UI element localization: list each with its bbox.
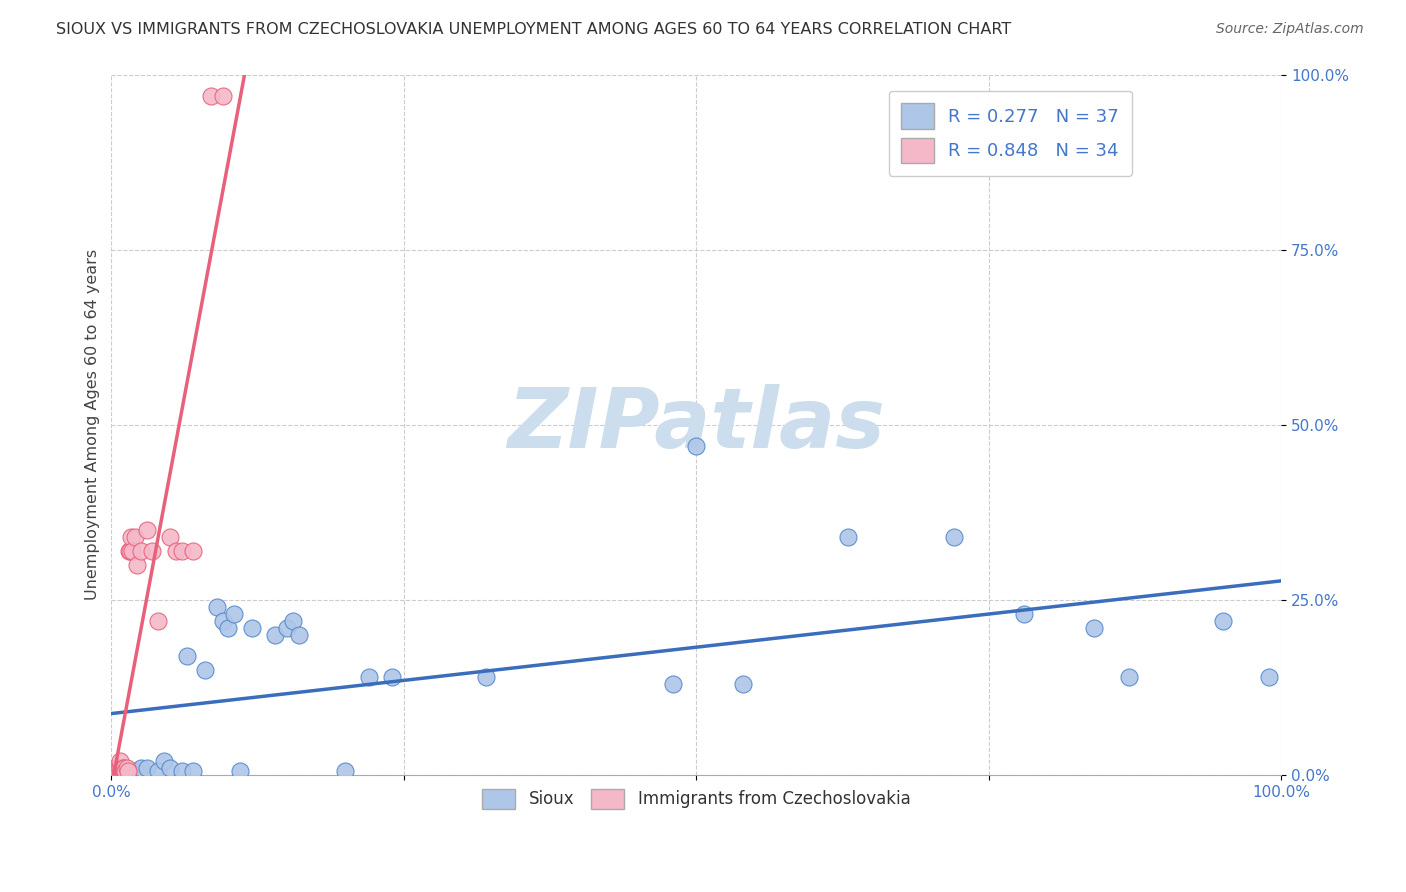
- Point: [118, 764, 141, 779]
- Point: [118, 543, 141, 558]
- Point: [159, 530, 181, 544]
- Point: [129, 761, 152, 775]
- Point: [240, 621, 263, 635]
- Point: [181, 764, 204, 779]
- Point: [264, 628, 287, 642]
- Point: [107, 761, 129, 775]
- Point: [217, 621, 239, 635]
- Point: [837, 530, 859, 544]
- Point: [124, 530, 146, 544]
- Point: [148, 764, 170, 779]
- Point: [121, 543, 143, 558]
- Point: [1258, 670, 1281, 684]
- Point: [942, 530, 965, 544]
- Point: [165, 543, 187, 558]
- Point: [114, 764, 136, 779]
- Point: [111, 764, 134, 779]
- Point: [1083, 621, 1105, 635]
- Point: [1012, 607, 1035, 621]
- Point: [287, 628, 309, 642]
- Point: [1212, 614, 1234, 628]
- Text: SIOUX VS IMMIGRANTS FROM CZECHOSLOVAKIA UNEMPLOYMENT AMONG AGES 60 TO 64 YEARS C: SIOUX VS IMMIGRANTS FROM CZECHOSLOVAKIA …: [56, 22, 1011, 37]
- Point: [105, 761, 128, 775]
- Point: [1118, 670, 1140, 684]
- Point: [474, 670, 496, 684]
- Point: [103, 764, 125, 779]
- Text: Source: ZipAtlas.com: Source: ZipAtlas.com: [1216, 22, 1364, 37]
- Point: [159, 761, 181, 775]
- Point: [211, 614, 233, 628]
- Point: [224, 607, 246, 621]
- Point: [194, 663, 217, 677]
- Point: [200, 88, 222, 103]
- Point: [170, 543, 193, 558]
- Point: [117, 764, 139, 779]
- Point: [211, 88, 233, 103]
- Point: [112, 761, 135, 775]
- Point: [108, 764, 131, 779]
- Point: [120, 530, 142, 544]
- Point: [115, 761, 138, 775]
- Point: [127, 558, 149, 572]
- Y-axis label: Unemployment Among Ages 60 to 64 years: Unemployment Among Ages 60 to 64 years: [86, 249, 100, 600]
- Point: [129, 543, 152, 558]
- Point: [104, 761, 127, 775]
- Point: [335, 764, 357, 779]
- Point: [124, 764, 146, 779]
- Point: [153, 754, 176, 768]
- Point: [148, 614, 170, 628]
- Point: [731, 677, 754, 691]
- Point: [112, 764, 135, 779]
- Point: [281, 614, 304, 628]
- Point: [112, 761, 135, 775]
- Point: [662, 677, 685, 691]
- Point: [381, 670, 404, 684]
- Point: [108, 754, 131, 768]
- Text: ZIPatlas: ZIPatlas: [508, 384, 886, 465]
- Point: [357, 670, 380, 684]
- Point: [112, 764, 135, 779]
- Point: [141, 543, 163, 558]
- Point: [229, 764, 252, 779]
- Point: [120, 543, 142, 558]
- Point: [135, 761, 157, 775]
- Point: [112, 761, 135, 775]
- Point: [105, 764, 128, 779]
- Point: [205, 599, 228, 614]
- Point: [181, 543, 204, 558]
- Point: [108, 761, 131, 775]
- Point: [276, 621, 298, 635]
- Point: [105, 764, 128, 779]
- Point: [170, 764, 193, 779]
- Point: [135, 523, 157, 537]
- Point: [107, 764, 129, 779]
- Point: [176, 648, 198, 663]
- Point: [685, 439, 707, 453]
- Point: [110, 764, 132, 779]
- Legend: Sioux, Immigrants from Czechoslovakia: Sioux, Immigrants from Czechoslovakia: [475, 781, 917, 815]
